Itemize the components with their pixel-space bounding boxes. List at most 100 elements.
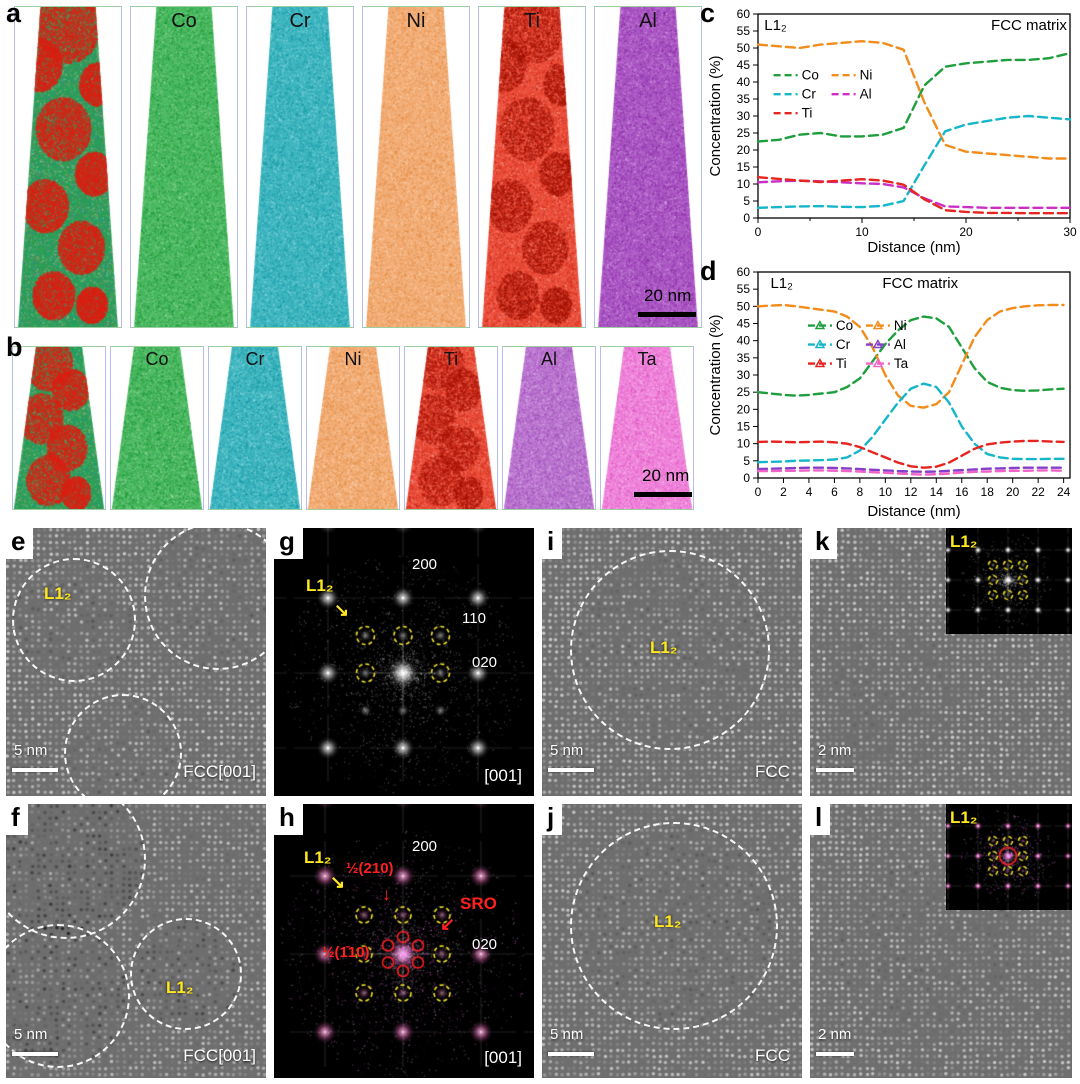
svg-text:8: 8 <box>857 485 864 499</box>
svg-text:40: 40 <box>737 334 751 348</box>
svg-text:0: 0 <box>743 471 750 485</box>
svg-text:20: 20 <box>737 402 751 416</box>
panel-j-hrtem-micrograph: L1₂ 5 nm FCC j <box>542 804 802 1078</box>
svg-text:4: 4 <box>806 485 813 499</box>
scale-text: 20 nm <box>644 286 691 306</box>
apt-reconstruction-image <box>363 7 469 327</box>
svg-text:Concentration (%): Concentration (%) <box>707 315 724 436</box>
svg-text:45: 45 <box>737 58 751 72</box>
svg-text:Ni: Ni <box>860 68 873 83</box>
svg-text:25: 25 <box>737 385 751 399</box>
reflection-200-label: 200 <box>412 838 437 855</box>
zone-axis-label: FCC <box>755 1046 790 1066</box>
scale-text: 5 nm <box>14 1026 47 1043</box>
scale-bar <box>548 768 594 772</box>
svg-text:Ti: Ti <box>836 356 847 371</box>
scale-text: 20 nm <box>642 466 689 486</box>
svg-text:10: 10 <box>737 177 751 191</box>
svg-text:55: 55 <box>737 24 751 38</box>
svg-text:30: 30 <box>737 368 751 382</box>
apt-reconstruction-image <box>209 347 301 509</box>
half-110-label: ½(1̄10) <box>322 944 370 961</box>
zone-axis-label: FCC[001] <box>183 1046 256 1066</box>
reflection-020-label: 020 <box>472 936 497 953</box>
apt-tip-combined-map <box>14 6 122 328</box>
element-label: Al <box>595 10 701 33</box>
svg-text:10: 10 <box>855 225 869 239</box>
apt-tip-cr-map: Cr <box>208 346 302 510</box>
panel-label-h: h <box>274 804 303 835</box>
panel-h-fft-pattern: L1₂ ↘ 200 ½(210) ↓ SRO ↙ ½(1̄10) 020 [00… <box>274 804 534 1078</box>
svg-text:Co: Co <box>802 68 819 83</box>
apt-tip-ni-map: Ni <box>306 346 400 510</box>
svg-text:45: 45 <box>737 317 751 331</box>
element-label: Cr <box>209 349 301 370</box>
apt-reconstruction-image <box>479 7 585 327</box>
apt-reconstruction-image <box>405 347 497 509</box>
l12-phase-label: L1₂ <box>306 576 333 596</box>
svg-text:6: 6 <box>831 485 838 499</box>
svg-text:Cr: Cr <box>802 87 817 102</box>
svg-text:FCC matrix: FCC matrix <box>991 17 1067 34</box>
svg-text:Distance (nm): Distance (nm) <box>867 239 960 256</box>
element-label: Ni <box>307 349 399 370</box>
element-label: Ni <box>363 10 469 33</box>
apt-tip-co-map: Co <box>130 6 238 328</box>
scale-bar <box>816 768 854 772</box>
l12-phase-label: L1₂ <box>304 848 331 868</box>
svg-text:24: 24 <box>1057 485 1071 499</box>
sro-arrow-icon: ↙ <box>440 914 455 935</box>
svg-text:40: 40 <box>737 75 751 89</box>
svg-text:60: 60 <box>737 265 751 279</box>
apt-reconstruction-image <box>503 347 595 509</box>
svg-text:35: 35 <box>737 351 751 365</box>
svg-text:25: 25 <box>737 126 751 140</box>
svg-text:0: 0 <box>743 211 750 225</box>
reflection-200-label: 200 <box>412 556 437 573</box>
zone-axis-label: [001] <box>484 1048 522 1068</box>
svg-text:Ta: Ta <box>894 356 909 371</box>
svg-text:Cr: Cr <box>836 337 851 352</box>
apt-reconstruction-image <box>595 7 701 327</box>
panel-label-f: f <box>6 804 28 835</box>
concentration-profile-chart-c: 0 5 10 15 20 25 30 35 40 45 50 55 60 0 10 20 30 Distance … <box>706 0 1080 258</box>
scale-bar <box>12 768 58 772</box>
svg-text:20: 20 <box>959 225 973 239</box>
svg-text:15: 15 <box>737 420 751 434</box>
svg-text:Al: Al <box>894 337 906 352</box>
element-label: Co <box>111 349 203 370</box>
panel-label-e: e <box>6 528 33 559</box>
panel-label-j: j <box>542 804 562 835</box>
apt-reconstruction-image <box>15 7 121 327</box>
svg-text:L1₂: L1₂ <box>770 275 793 292</box>
apt-tip-cr-map: Cr <box>246 6 354 328</box>
sro-label: SRO <box>460 894 497 914</box>
zone-axis-label: [001] <box>484 766 522 786</box>
svg-text:35: 35 <box>737 92 751 106</box>
l12-precipitate-outline <box>130 918 242 1030</box>
svg-text:50: 50 <box>737 41 751 55</box>
svg-text:60: 60 <box>737 7 751 21</box>
panel-e-hrtem-micrograph: L1₂ 5 nm FCC[001] e <box>6 528 266 796</box>
zone-axis-label: FCC[001] <box>183 762 256 782</box>
apt-reconstruction-image <box>307 347 399 509</box>
panel-k-hrtem-micrograph: L1₂ 2 nm k <box>810 528 1072 796</box>
panel-label-b: b <box>6 332 23 363</box>
panel-l-hrtem-micrograph: L1₂ 2 nm l <box>810 804 1072 1078</box>
scale-bar <box>12 1052 58 1056</box>
svg-text:Distance (nm): Distance (nm) <box>867 503 960 520</box>
element-label: Co <box>131 10 237 33</box>
svg-text:FCC matrix: FCC matrix <box>882 275 958 292</box>
l12-phase-label: L1₂ <box>950 532 977 552</box>
svg-text:Co: Co <box>836 318 853 333</box>
scale-text: 5 nm <box>14 742 47 759</box>
scale-bar <box>634 492 692 497</box>
apt-tip-ti-map: Ti <box>478 6 586 328</box>
svg-text:14: 14 <box>930 485 944 499</box>
element-label: Al <box>503 349 595 370</box>
apt-tip-ti-map: Ti <box>404 346 498 510</box>
panel-g-fft-pattern: L1₂ ↘ 200 110 020 [001] g <box>274 528 534 796</box>
panel-label-i: i <box>542 528 562 559</box>
apt-reconstruction-image <box>247 7 353 327</box>
apt-reconstruction-image <box>111 347 203 509</box>
